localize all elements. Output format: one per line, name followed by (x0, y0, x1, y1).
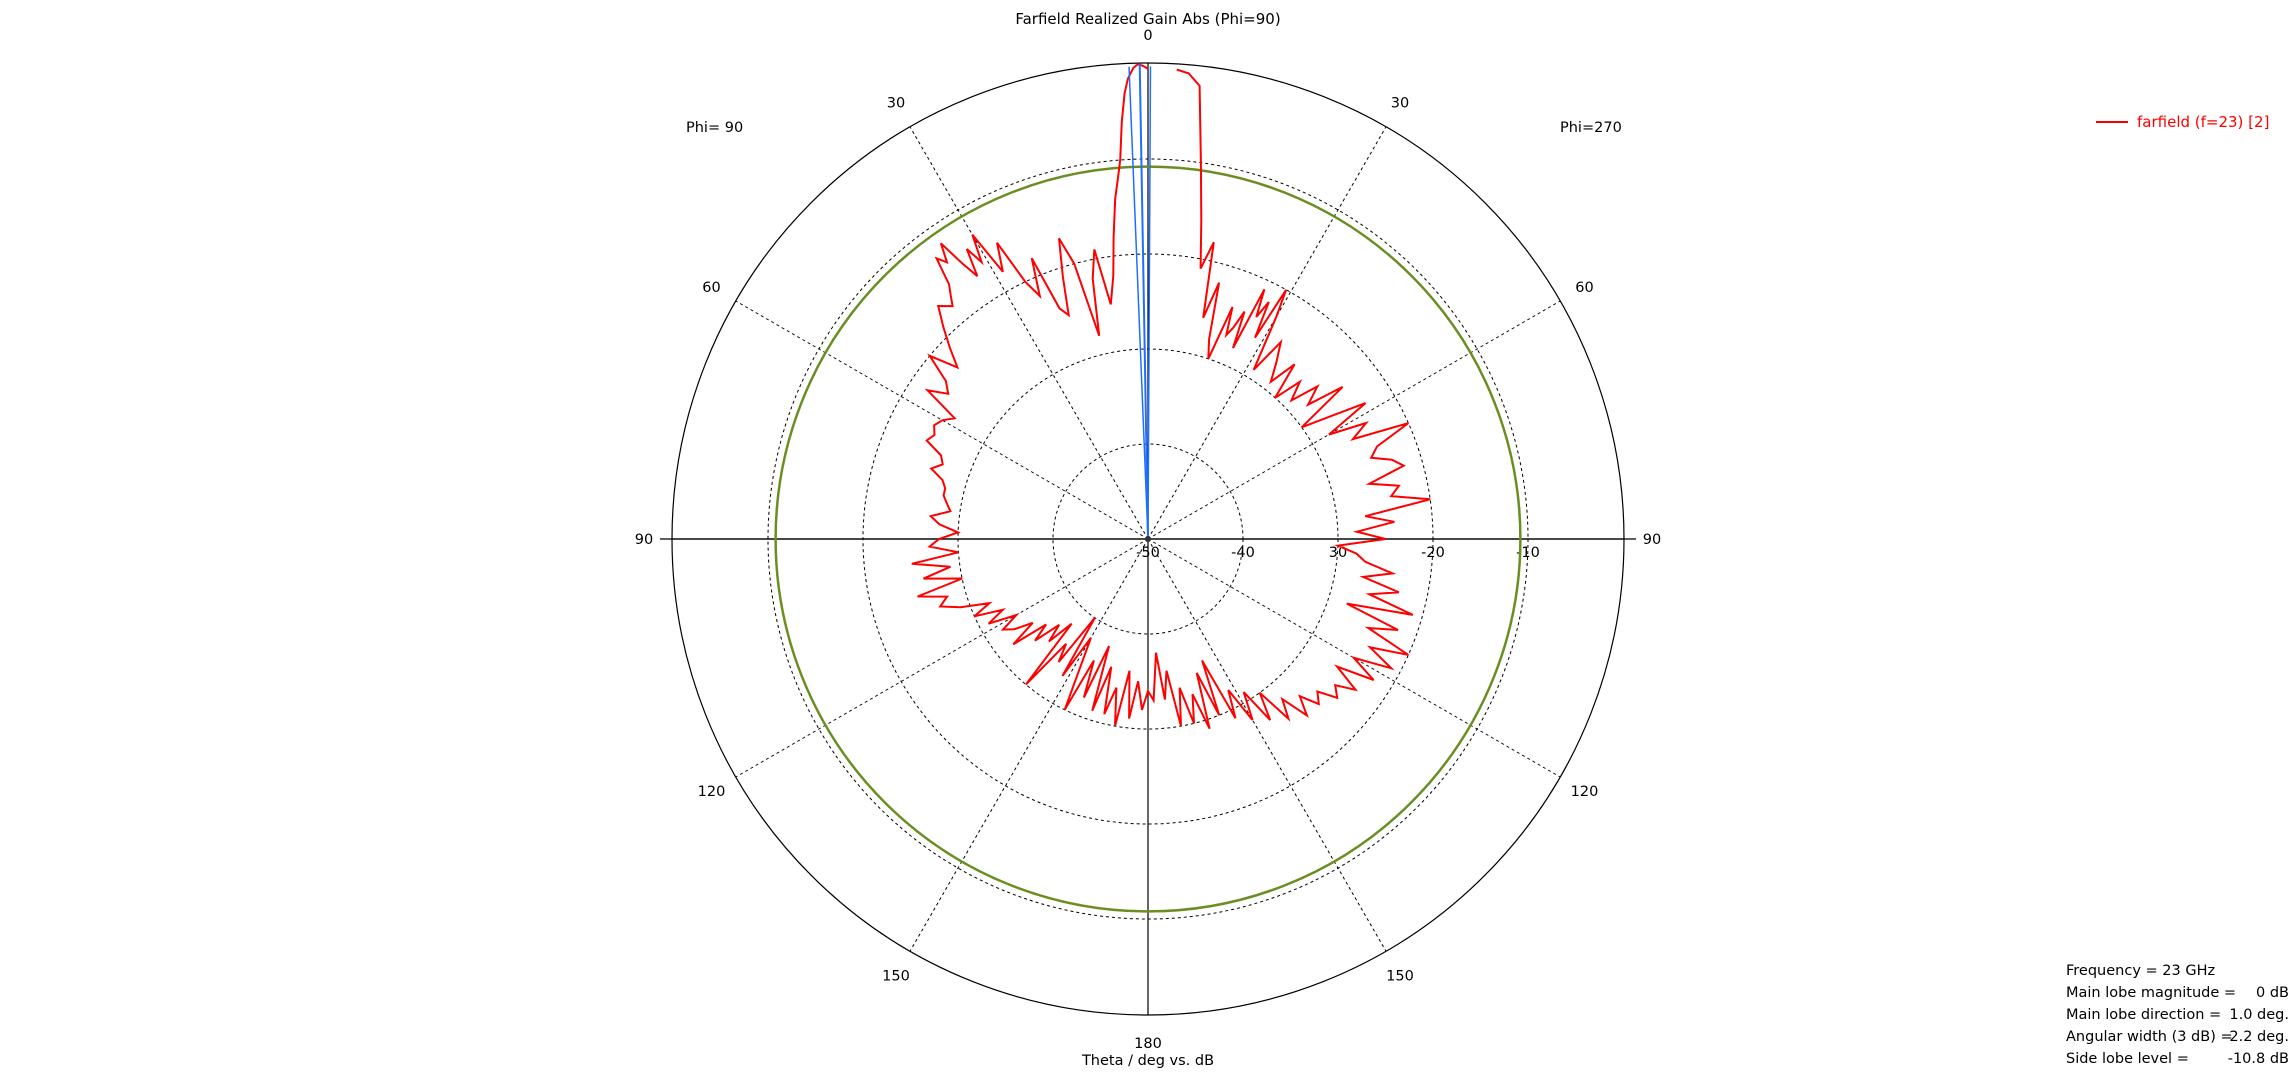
info-main-lobe-direction-value: 1.0 deg. (2229, 1007, 2289, 1023)
grid-spoke-210 (1147, 538, 1387, 952)
angle-tick-label: 90 (1643, 532, 1661, 548)
chart-title: Farfield Realized Gain Abs (Phi=90) (1015, 10, 1280, 28)
legend-entry: farfield (f=23) [2] (2137, 113, 2269, 131)
info-main-lobe-magnitude-value: 0 dB (2256, 985, 2289, 1001)
phi-right-label: Phi=270 (1560, 120, 1622, 136)
grid-spoke-60 (735, 300, 1149, 540)
info-main-lobe-direction-label: Main lobe direction = (2066, 1007, 2221, 1023)
angle-tick-label: 150 (882, 968, 910, 984)
grid-spoke-300 (1147, 300, 1561, 540)
grid-spoke-240 (1147, 538, 1561, 778)
radial-tick-label: -10 (1516, 545, 1540, 561)
angle-tick-label: 180 (1134, 1036, 1162, 1052)
info-frequency: Frequency = 23 GHz (2066, 963, 2215, 979)
angle-tick-labels: 0 30 60 90 120 150 180 150 120 90 60 30 (635, 28, 1661, 1052)
polar-grid (660, 62, 1636, 1016)
grid-spoke-30 (909, 126, 1149, 540)
main-lobe-direction-line (1138, 64, 1149, 540)
main-lobe-width-line (1128, 66, 1149, 540)
info-side-lobe-level-value: -10.8 dB (2228, 1051, 2289, 1067)
info-side-lobe-level-label: Side lobe level = (2066, 1051, 2189, 1067)
radial-tick-labels: -50 -40 30 -20 -10 (1136, 545, 1540, 561)
grid-spoke-120 (735, 538, 1149, 778)
grid-spoke-150 (909, 538, 1149, 952)
angle-tick-label: 150 (1386, 968, 1414, 984)
radial-tick-label: 30 (1329, 545, 1347, 561)
angle-tick-label: 60 (1575, 280, 1593, 296)
angle-tick-label: 120 (1571, 784, 1599, 800)
farfield-gain-curve (911, 62, 1431, 730)
angle-tick-label: 0 (1143, 28, 1152, 44)
angle-tick-label: 30 (887, 96, 905, 112)
angle-tick-label: 30 (1391, 96, 1409, 112)
info-panel: Frequency = 23 GHz Main lobe magnitude =… (2066, 963, 2289, 1067)
angle-tick-label: 60 (702, 280, 720, 296)
radial-tick-label: -40 (1231, 545, 1255, 561)
angle-tick-label: 120 (698, 784, 726, 800)
info-angular-width-value: 2.2 deg. (2229, 1029, 2289, 1045)
radial-tick-label: -50 (1136, 545, 1160, 561)
center-dot (1145, 536, 1151, 542)
radial-tick-label: -20 (1421, 545, 1445, 561)
x-axis-label: Theta / deg vs. dB (1081, 1053, 1214, 1069)
main-lobe-marker (1128, 64, 1152, 542)
angle-tick-label: 90 (635, 532, 653, 548)
legend: farfield (f=23) [2] (2096, 113, 2269, 131)
grid-spoke-330 (1147, 126, 1387, 540)
info-angular-width-label: Angular width (3 dB) = (2066, 1029, 2233, 1045)
side-lobe-threshold-circle (774, 165, 1522, 913)
info-main-lobe-magnitude-label: Main lobe magnitude = (2066, 985, 2236, 1001)
main-lobe-width-line (1147, 66, 1152, 540)
phi-left-label: Phi= 90 (686, 120, 743, 136)
